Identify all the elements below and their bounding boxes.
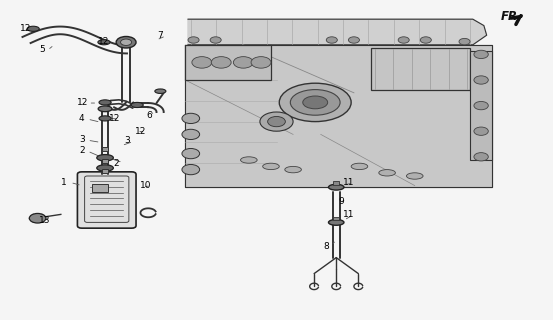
Ellipse shape: [263, 163, 279, 170]
Ellipse shape: [406, 173, 423, 179]
Ellipse shape: [98, 106, 112, 112]
Circle shape: [474, 127, 488, 135]
Circle shape: [420, 37, 431, 43]
Ellipse shape: [155, 89, 166, 93]
Circle shape: [192, 57, 212, 68]
Circle shape: [474, 153, 488, 161]
Ellipse shape: [27, 26, 39, 31]
Ellipse shape: [97, 165, 113, 171]
Circle shape: [182, 129, 200, 140]
Ellipse shape: [279, 83, 351, 122]
Ellipse shape: [285, 166, 301, 173]
Polygon shape: [185, 45, 492, 187]
Text: 5: 5: [40, 45, 45, 54]
Circle shape: [348, 37, 359, 43]
Bar: [92, 184, 108, 192]
Text: 10: 10: [140, 181, 151, 190]
Ellipse shape: [328, 220, 344, 225]
Circle shape: [29, 213, 46, 223]
Circle shape: [233, 57, 253, 68]
Circle shape: [210, 37, 221, 43]
Ellipse shape: [351, 163, 368, 170]
Circle shape: [260, 112, 293, 131]
Circle shape: [188, 37, 199, 43]
Text: FR.: FR.: [501, 10, 523, 23]
Circle shape: [474, 50, 488, 59]
Text: 12: 12: [98, 37, 109, 46]
Ellipse shape: [379, 170, 395, 176]
Circle shape: [268, 116, 285, 127]
Ellipse shape: [99, 100, 111, 105]
Text: 12: 12: [109, 114, 120, 123]
Text: 1: 1: [61, 178, 66, 187]
Text: 11: 11: [343, 210, 354, 219]
Circle shape: [474, 101, 488, 110]
Text: 12: 12: [20, 24, 32, 33]
Text: 2: 2: [113, 159, 119, 168]
Text: 8: 8: [324, 242, 329, 251]
Ellipse shape: [131, 102, 143, 108]
Circle shape: [121, 39, 132, 45]
Text: 11: 11: [343, 178, 354, 187]
Ellipse shape: [98, 40, 110, 45]
Circle shape: [398, 37, 409, 43]
Text: 3: 3: [124, 136, 130, 145]
Text: 12: 12: [135, 127, 147, 136]
FancyBboxPatch shape: [77, 172, 136, 228]
Text: 7: 7: [158, 31, 163, 40]
Text: 3: 3: [79, 135, 85, 144]
Ellipse shape: [97, 155, 113, 161]
Text: 12: 12: [77, 98, 88, 107]
Text: 13: 13: [39, 216, 50, 225]
Text: 4: 4: [79, 114, 85, 123]
Text: 9: 9: [338, 197, 344, 206]
Ellipse shape: [328, 184, 344, 190]
Bar: [333, 181, 339, 185]
Circle shape: [182, 148, 200, 159]
Circle shape: [251, 57, 271, 68]
Circle shape: [459, 38, 470, 45]
Circle shape: [116, 36, 136, 48]
Text: 6: 6: [147, 111, 152, 120]
Text: 2: 2: [79, 146, 85, 155]
Circle shape: [182, 113, 200, 124]
Ellipse shape: [303, 96, 327, 109]
Ellipse shape: [99, 116, 111, 121]
Bar: [371, 48, 470, 90]
Circle shape: [326, 37, 337, 43]
Bar: [333, 217, 339, 220]
Polygon shape: [188, 19, 487, 45]
Bar: [102, 147, 108, 151]
Circle shape: [474, 76, 488, 84]
Bar: [102, 159, 108, 163]
Ellipse shape: [290, 90, 340, 115]
Bar: [102, 169, 108, 173]
Ellipse shape: [241, 157, 257, 163]
Circle shape: [211, 57, 231, 68]
Bar: [470, 51, 492, 160]
Circle shape: [182, 164, 200, 175]
Bar: [185, 45, 271, 80]
